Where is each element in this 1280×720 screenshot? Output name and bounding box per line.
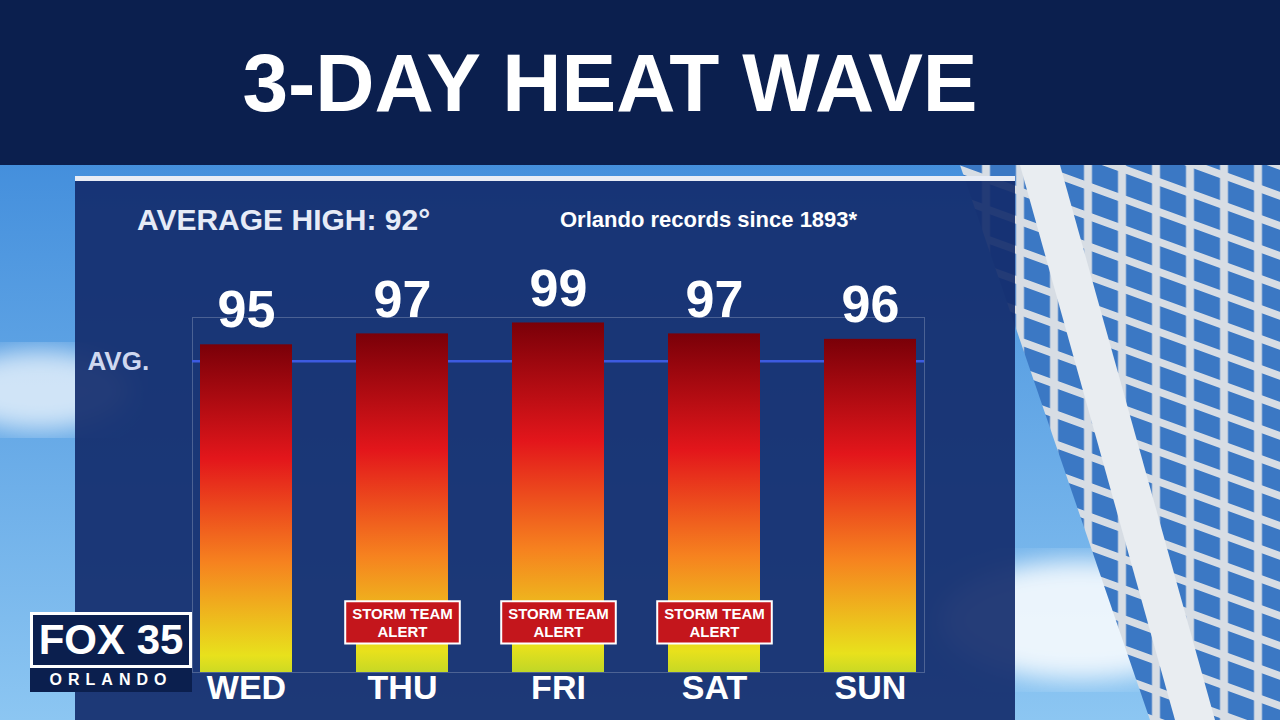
html-text:3-DAY HEAT WAVE: 3-DAY HEAT WAVE (242, 37, 978, 128)
html-text:Orlando records since 1893*: Orlando records since 1893* (560, 207, 858, 232)
html-text:ORLANDO: ORLANDO (49, 671, 173, 688)
svg-text:THU: THU (368, 668, 438, 706)
svg-text:96: 96 (842, 275, 900, 333)
html-text:FOX 35: FOX 35 (38, 616, 184, 663)
svg-text:97: 97 (374, 270, 432, 328)
svg-text:FRI: FRI (531, 668, 586, 706)
svg-text:STORM TEAMALERT: STORM TEAMALERT (352, 605, 453, 639)
svg-text:AVG.: AVG. (88, 346, 150, 376)
svg-text:95: 95 (218, 280, 276, 338)
svg-text:99: 99 (530, 259, 588, 317)
svg-text:STORM TEAMALERT: STORM TEAMALERT (508, 605, 609, 639)
svg-text:STORM TEAMALERT: STORM TEAMALERT (664, 605, 765, 639)
html-text:AVERAGE HIGH: 92°: AVERAGE HIGH: 92° (137, 203, 431, 236)
svg-text:SAT: SAT (682, 668, 748, 706)
svg-text:SUN: SUN (835, 668, 907, 706)
svg-text:WED: WED (207, 668, 286, 706)
svg-text:97: 97 (686, 270, 744, 328)
